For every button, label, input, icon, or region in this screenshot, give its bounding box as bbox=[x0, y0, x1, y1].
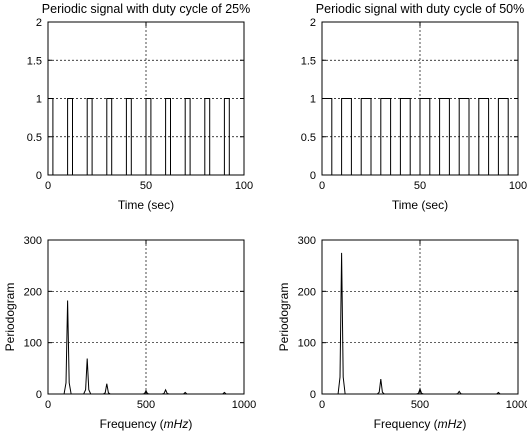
y-tick-label: 0 bbox=[36, 389, 42, 401]
x-tick-label: 500 bbox=[411, 399, 429, 411]
x-tick-label: 0 bbox=[319, 180, 325, 192]
x-tick-label: 0 bbox=[45, 399, 51, 411]
y-tick-label: 0 bbox=[310, 170, 316, 182]
x-tick-label: 50 bbox=[414, 180, 426, 192]
x-tick-label: 100 bbox=[235, 180, 253, 192]
plot-frame bbox=[321, 21, 519, 176]
x-axis-label-part: Frequency ( bbox=[374, 417, 438, 431]
x-axis-label: Frequency (mHz) bbox=[100, 417, 193, 431]
series-line bbox=[321, 98, 518, 176]
x-axis-label-part: Frequency ( bbox=[100, 417, 164, 431]
plot-frame bbox=[321, 239, 519, 395]
y-tick-label: 1 bbox=[310, 94, 316, 106]
x-tick-label: 1000 bbox=[232, 399, 256, 411]
x-axis-label: Time (sec) bbox=[118, 198, 174, 212]
chart-title: Periodic signal with duty cycle of 50% bbox=[316, 2, 524, 16]
y-tick-label: 1.5 bbox=[27, 55, 42, 67]
y-tick-label: 0.5 bbox=[27, 132, 42, 144]
y-tick-label: 100 bbox=[298, 338, 316, 350]
y-tick-label: 2 bbox=[310, 17, 316, 29]
y-tick-label: 1.5 bbox=[301, 55, 316, 67]
chart-title: Periodic signal with duty cycle of 25% bbox=[42, 2, 250, 16]
y-tick-label: 0 bbox=[310, 389, 316, 401]
y-tick-label: 200 bbox=[298, 286, 316, 298]
x-axis-label-part: ) bbox=[462, 417, 466, 431]
y-tick-label: 0.5 bbox=[301, 132, 316, 144]
y-tick-label: 300 bbox=[24, 235, 42, 247]
plot-frame bbox=[47, 21, 245, 176]
x-axis-label: Frequency (mHz) bbox=[374, 417, 467, 431]
x-tick-label: 50 bbox=[140, 180, 152, 192]
y-axis-label: Periodogram bbox=[277, 283, 291, 352]
x-tick-label: 0 bbox=[319, 399, 325, 411]
chart-panel-3: 0 500 1000 0 100 200 300 Frequency (mHz) Periodo… bbox=[3, 235, 256, 431]
plot-frame bbox=[47, 239, 245, 395]
y-axis-label: Periodogram bbox=[3, 283, 17, 352]
y-tick-label: 0 bbox=[36, 170, 42, 182]
x-axis-label-part: mHz bbox=[164, 417, 189, 431]
x-axis-label-part: ) bbox=[188, 417, 192, 431]
x-axis-label-part: mHz bbox=[438, 417, 463, 431]
x-axis-label: Time (sec) bbox=[392, 198, 448, 212]
chart-panel-4: 0 500 1000 0 100 200 300 Frequency (mHz) Periodo… bbox=[277, 235, 527, 431]
x-tick-label: 0 bbox=[45, 180, 51, 192]
x-tick-label: 1000 bbox=[506, 399, 527, 411]
y-tick-label: 300 bbox=[298, 235, 316, 247]
x-tick-label: 500 bbox=[137, 399, 155, 411]
y-tick-label: 100 bbox=[24, 338, 42, 350]
series-line bbox=[48, 300, 244, 395]
y-tick-label: 1 bbox=[36, 94, 42, 106]
x-tick-label: 100 bbox=[509, 180, 527, 192]
y-tick-label: 200 bbox=[24, 286, 42, 298]
y-tick-label: 2 bbox=[36, 17, 42, 29]
